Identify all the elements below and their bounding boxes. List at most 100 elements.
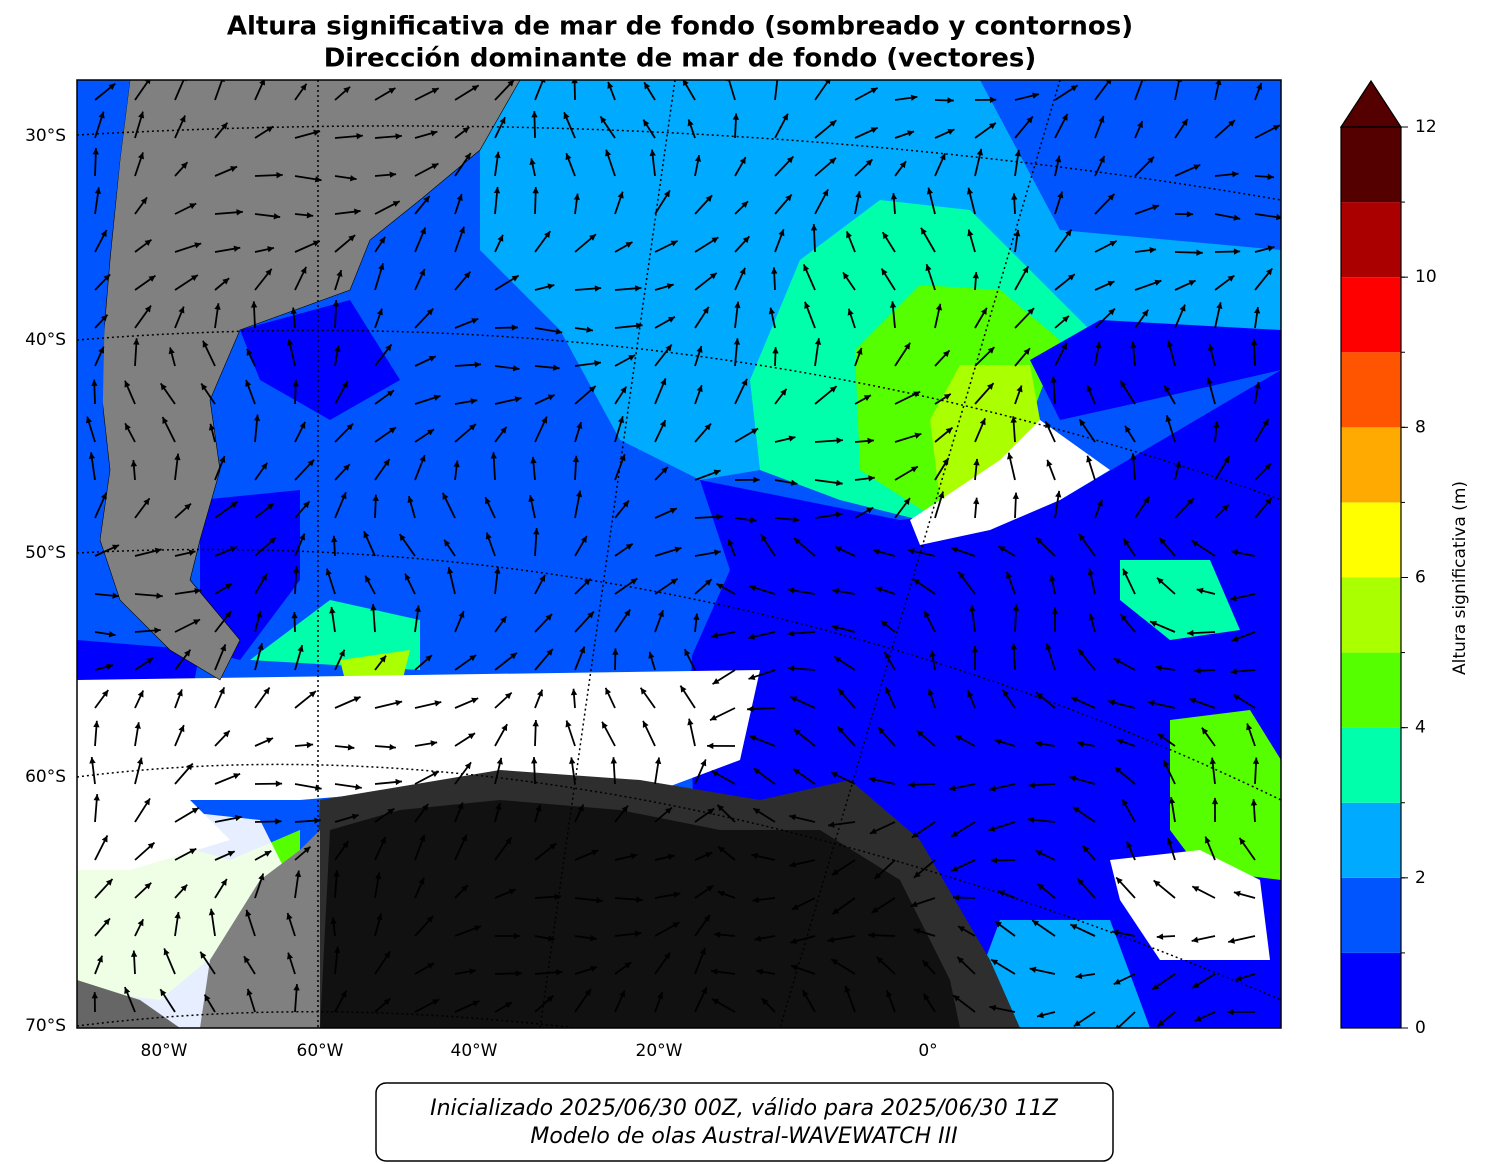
vector-head xyxy=(925,264,932,272)
vector-head xyxy=(235,814,242,822)
vector-head xyxy=(1055,490,1062,498)
vector-head xyxy=(554,893,561,900)
vector-head xyxy=(510,652,517,660)
vector-head xyxy=(576,422,583,430)
vector-head xyxy=(756,968,764,975)
vector-head xyxy=(245,909,252,917)
vector-head xyxy=(987,383,994,390)
vector-head xyxy=(1230,595,1237,602)
vector-head xyxy=(180,162,188,169)
vector-head xyxy=(657,610,664,618)
vector-head xyxy=(544,231,551,238)
vector-head xyxy=(545,614,553,621)
vector-head xyxy=(474,925,482,932)
vector-head xyxy=(471,697,479,704)
vector-head xyxy=(458,611,465,619)
vector-head xyxy=(190,274,198,282)
vector-head xyxy=(630,853,638,860)
vector-head xyxy=(910,901,918,908)
vector-head xyxy=(1050,376,1057,383)
vector-head xyxy=(1209,757,1216,765)
vector-head xyxy=(1233,694,1241,701)
vector-head xyxy=(709,272,717,280)
vector-head xyxy=(1035,740,1043,748)
vector-head xyxy=(1272,125,1280,131)
vector-head xyxy=(855,191,862,198)
vector-head xyxy=(286,913,293,920)
vector-head xyxy=(987,347,995,354)
vector-head xyxy=(976,148,983,156)
vector-head xyxy=(753,768,761,775)
vector-head xyxy=(1181,118,1188,126)
vector-head xyxy=(300,83,307,91)
vector-head xyxy=(885,686,892,694)
vector-head xyxy=(793,729,801,736)
vector-head xyxy=(1120,614,1127,622)
vector-head xyxy=(222,278,230,285)
vector-head xyxy=(772,347,779,354)
vector-head xyxy=(1187,629,1194,637)
vector-head xyxy=(1122,568,1129,576)
vector-head xyxy=(998,546,1006,553)
vector-head xyxy=(160,383,167,391)
vector-head xyxy=(973,458,980,466)
vector-head xyxy=(594,360,601,367)
vector-head xyxy=(793,538,801,545)
vector-head xyxy=(742,236,750,244)
colorbar-band xyxy=(1341,802,1401,878)
vector-head xyxy=(1006,571,1012,579)
vector-head xyxy=(602,721,608,729)
vector-head xyxy=(717,804,725,812)
vector-head xyxy=(868,776,876,783)
vector-head xyxy=(786,156,794,164)
vector-head xyxy=(346,423,354,431)
vector-head xyxy=(1228,120,1235,127)
vector-head xyxy=(91,379,98,386)
vector-head xyxy=(667,316,675,323)
vector-head xyxy=(927,688,934,696)
vector-head xyxy=(1179,304,1186,312)
vector-head xyxy=(636,322,643,329)
vector-head xyxy=(493,186,501,194)
vector-head xyxy=(989,785,996,792)
vector-head xyxy=(434,700,442,707)
vector-head xyxy=(430,130,438,137)
vector-head xyxy=(790,937,797,945)
vector-head xyxy=(1265,268,1273,276)
vector-head xyxy=(872,548,880,555)
vector-head xyxy=(617,416,625,424)
vector-head xyxy=(1077,878,1085,886)
vector-head xyxy=(264,850,272,857)
vector-head xyxy=(106,663,114,670)
vector-head xyxy=(293,984,300,991)
vector-head xyxy=(953,995,961,1002)
vector-head xyxy=(711,968,718,975)
vector-head xyxy=(243,956,250,964)
colorbar-band xyxy=(1341,652,1401,728)
vector-head xyxy=(194,587,201,595)
vector-head xyxy=(1122,799,1129,807)
vector-head xyxy=(174,453,181,461)
vector-head xyxy=(387,808,395,815)
vector-head xyxy=(878,727,885,735)
vector-head xyxy=(589,234,596,241)
vector-head xyxy=(191,807,199,814)
vector-head xyxy=(670,578,678,585)
vector-head xyxy=(988,825,996,832)
vector-head xyxy=(748,633,755,640)
vector-head xyxy=(189,203,197,210)
vector-head xyxy=(353,696,361,703)
vector-head xyxy=(1188,280,1196,287)
vector-head xyxy=(661,467,668,474)
vector-head xyxy=(291,611,298,619)
vector-head xyxy=(98,111,105,119)
vector-head xyxy=(572,455,580,463)
vector-head xyxy=(622,500,629,508)
vector-head xyxy=(997,890,1005,897)
vector-head xyxy=(93,794,100,801)
swell-zone xyxy=(240,300,400,420)
vector-head xyxy=(1123,538,1130,546)
vector-head xyxy=(250,301,258,308)
vector-head xyxy=(457,802,464,810)
